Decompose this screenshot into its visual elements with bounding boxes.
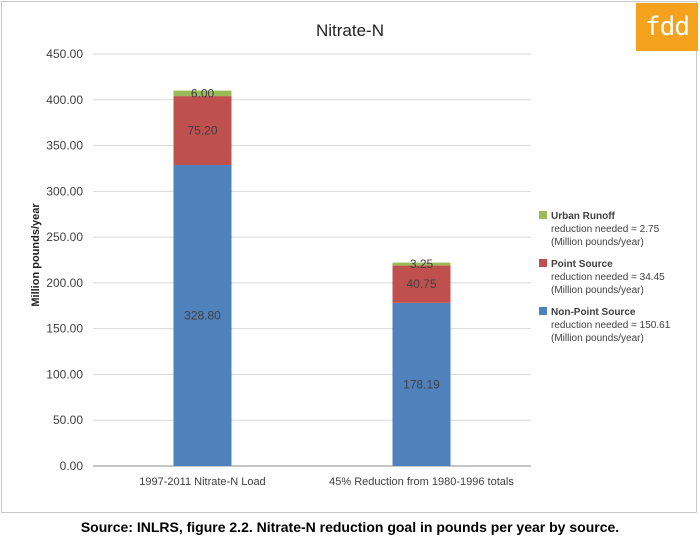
data-label: 178.19 xyxy=(403,377,440,391)
y-tick-label: 300.00 xyxy=(46,184,83,198)
y-tick-label: 50.00 xyxy=(53,413,83,427)
y-tick-label: 450.00 xyxy=(46,47,83,61)
legend-entry-desc: reduction needed = 34.45 xyxy=(551,272,665,283)
y-tick-label: 100.00 xyxy=(46,367,83,381)
fdd-logo: fdd xyxy=(636,3,698,51)
bar-segment xyxy=(392,302,451,466)
data-label: 40.75 xyxy=(406,277,436,291)
category-label: 45% Reduction from 1980-1996 totals xyxy=(329,476,514,488)
category-label: 1997-2011 Nitrate-N Load xyxy=(139,476,265,488)
legend-entry-name: Point Source xyxy=(551,259,613,270)
data-label: 75.20 xyxy=(187,124,217,138)
data-label: 328.80 xyxy=(184,308,221,322)
y-tick-label: 0.00 xyxy=(60,459,84,473)
legend-swatch xyxy=(539,211,547,219)
bar-segment xyxy=(392,262,451,266)
y-tick-label: 200.00 xyxy=(46,276,83,290)
legend-entry-desc: (Million pounds/year) xyxy=(551,237,644,248)
legend-entry-desc: reduction needed = 150.61 xyxy=(551,320,671,331)
legend-entry-name: Urban Runoff xyxy=(551,211,616,222)
bar-segment xyxy=(173,164,232,466)
y-axis-title: Million pounds/year xyxy=(30,203,42,307)
bar-segment xyxy=(173,96,232,165)
data-label: 3.25 xyxy=(410,257,434,271)
chart-frame xyxy=(1,1,697,513)
legend-entry-desc: (Million pounds/year) xyxy=(551,285,644,296)
legend-swatch xyxy=(539,307,547,315)
data-label: 6.00 xyxy=(191,86,215,100)
bar-segment xyxy=(173,90,232,97)
legend-entry-desc: (Million pounds/year) xyxy=(551,333,644,344)
y-tick-label: 400.00 xyxy=(46,93,83,107)
legend-entry-desc: reduction needed = 2.75 xyxy=(551,224,660,235)
y-tick-label: 150.00 xyxy=(46,322,83,336)
legend-swatch xyxy=(539,259,547,267)
y-tick-label: 250.00 xyxy=(46,230,83,244)
logo-text: fdd xyxy=(645,12,690,42)
chart-title: Nitrate-N xyxy=(315,21,384,40)
source-caption: Source: INLRS, figure 2.2. Nitrate-N red… xyxy=(80,519,620,535)
bar-segment xyxy=(392,265,451,303)
y-tick-label: 350.00 xyxy=(46,139,83,153)
legend-entry-name: Non-Point Source xyxy=(551,307,636,318)
